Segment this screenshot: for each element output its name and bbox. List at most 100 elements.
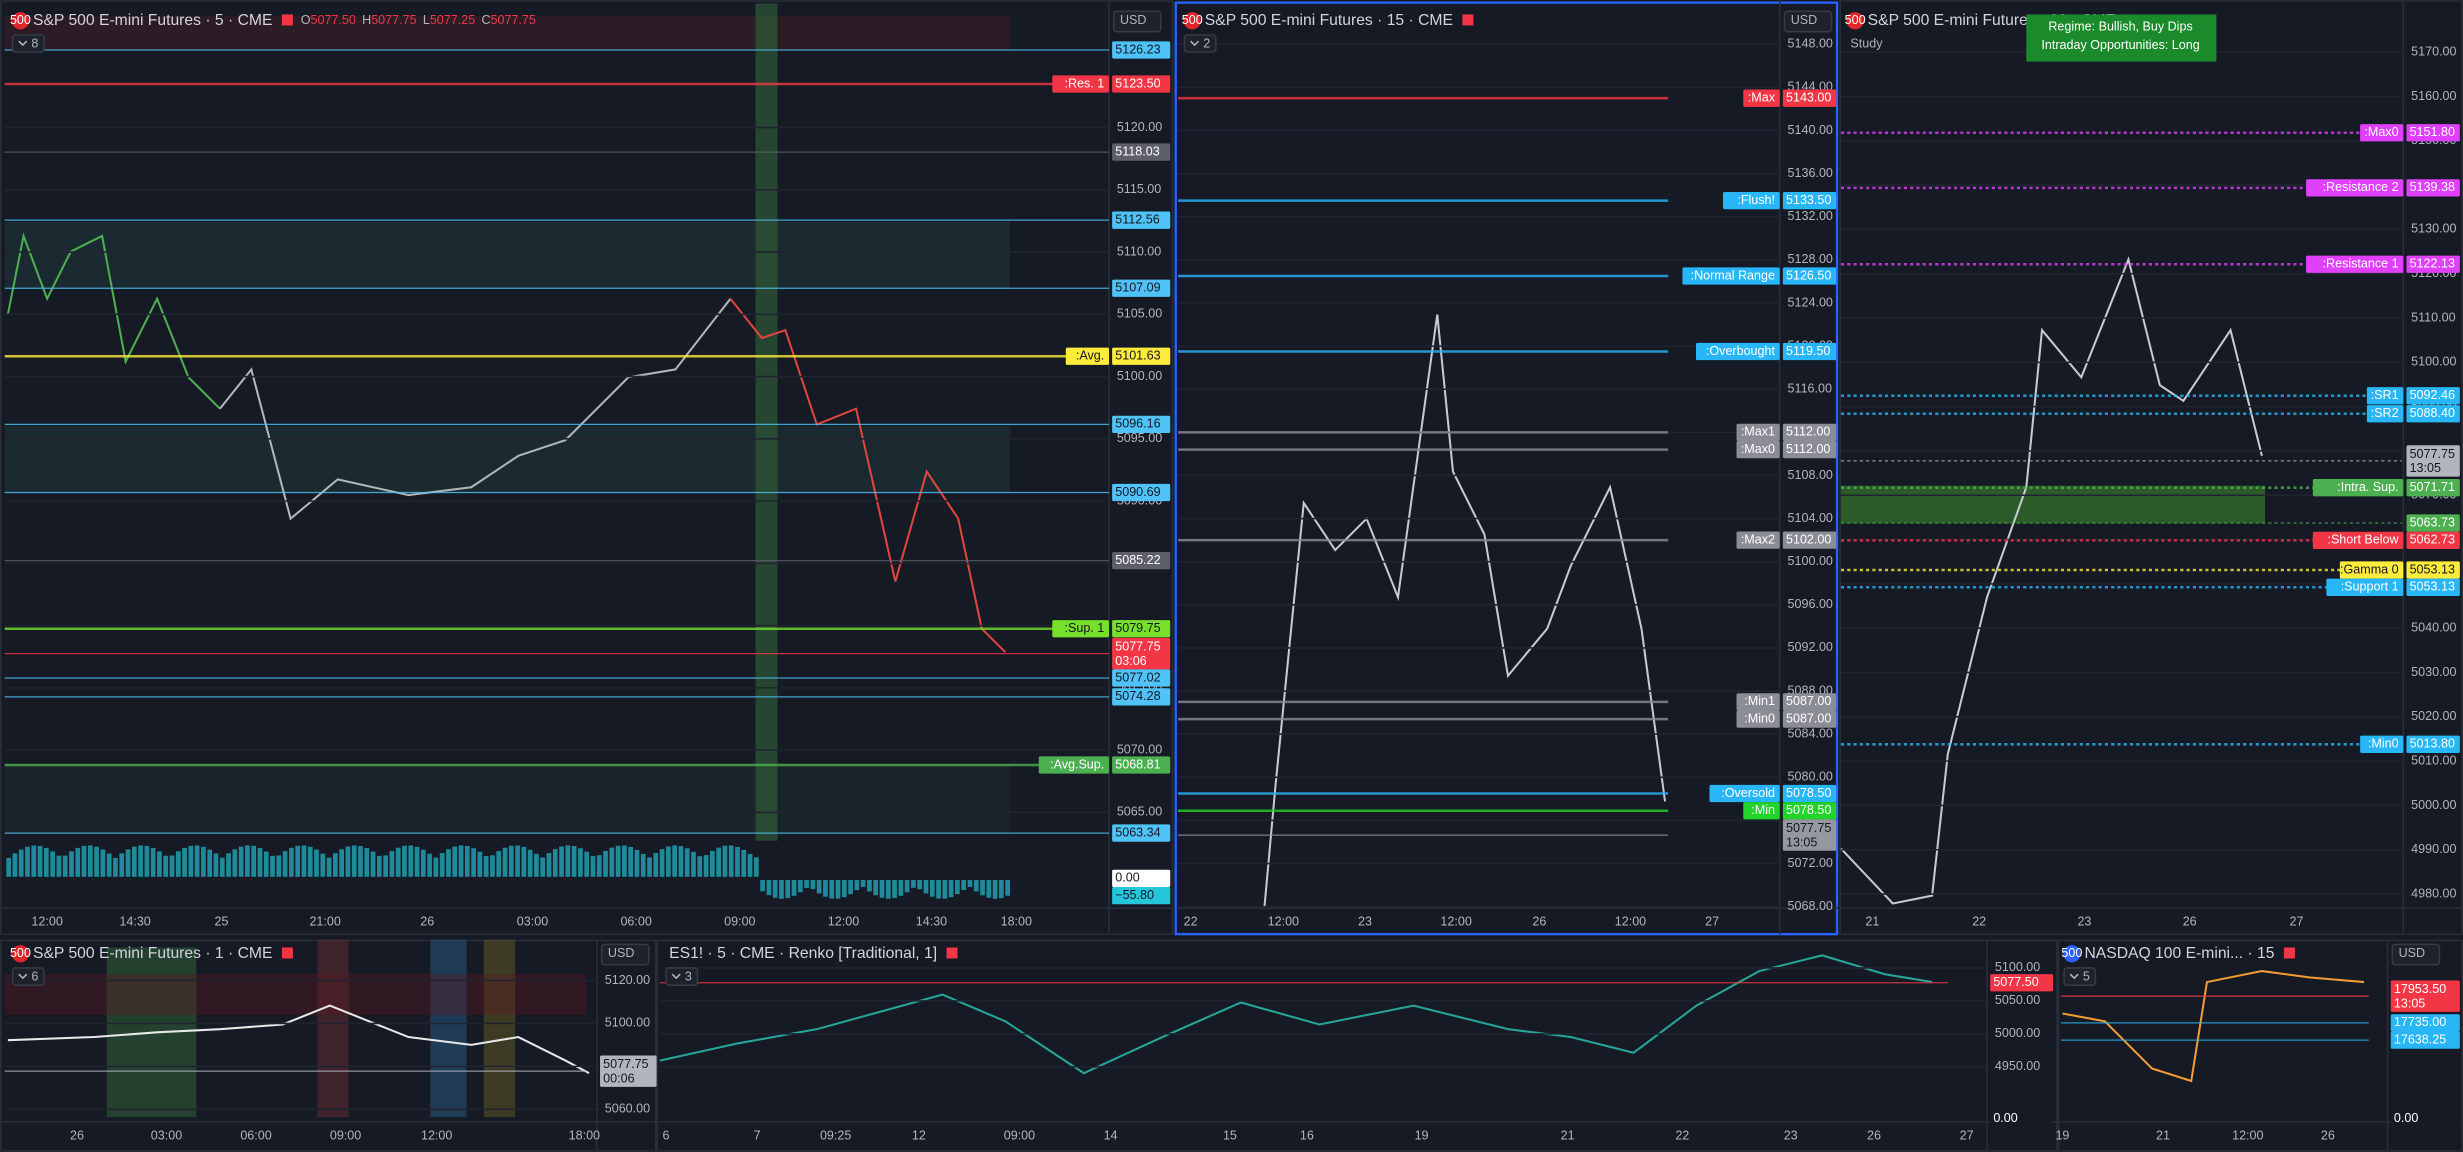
legend-toggle[interactable]	[11, 967, 45, 986]
price-tag-label: 5074.28	[1115, 689, 1160, 703]
panel-title: ES1! · 5 · CME · Renko [Traditional, 1]	[669, 945, 937, 962]
volume-bar	[351, 845, 357, 877]
price-tag-time: 13:05	[1786, 835, 1817, 849]
volume-bar	[307, 846, 313, 877]
volume-bar	[245, 845, 250, 877]
volume-bar	[263, 851, 269, 877]
price-tag	[1112, 869, 1171, 888]
price-tag-label: 5118.03	[1115, 144, 1159, 158]
price-tag	[1112, 415, 1171, 434]
legend-toggle[interactable]	[11, 34, 45, 53]
time-label: 14:30	[916, 915, 947, 929]
regime-box	[2026, 14, 2217, 62]
legend-toggle[interactable]	[2063, 967, 2097, 986]
regime-line: Intraday Opportunities: Long	[2041, 38, 2199, 52]
price-tag-label: 0.00	[2394, 1111, 2418, 1125]
time-label: 21	[2156, 1128, 2170, 1142]
price-tick-label: 4980.00	[2411, 886, 2456, 900]
price-tag	[2406, 578, 2460, 596]
level-name-tag	[1736, 710, 1780, 728]
time-label: 22	[1184, 915, 1198, 929]
price-tick-label: 5116.00	[1788, 382, 1832, 396]
price-tag	[1112, 41, 1171, 59]
price-tag	[1112, 669, 1171, 687]
price-tag	[1782, 710, 1837, 728]
volume-bar	[326, 857, 332, 877]
level-name: :Short Below	[2327, 533, 2399, 547]
currency-box[interactable]	[1112, 10, 1162, 33]
ohlc-key: C	[481, 13, 490, 27]
volume-bar	[622, 845, 627, 877]
price-tag-label: 17638.25	[2394, 1032, 2446, 1046]
ohlc-value: 5077.75	[371, 13, 416, 27]
volume-bar	[94, 846, 99, 877]
volume-bar	[100, 849, 106, 877]
level-name: :Max0	[1741, 442, 1775, 456]
volume-bar	[56, 855, 62, 877]
level-name-tag	[1052, 620, 1109, 638]
legend-count: 6	[31, 970, 38, 984]
price-tag-label: 5112.56	[1115, 212, 1159, 226]
chevron	[2069, 973, 2079, 980]
legend-toggle[interactable]	[1183, 34, 1217, 53]
volume-bar	[697, 856, 703, 877]
volume-bar	[999, 879, 1004, 899]
price-tag	[1112, 756, 1171, 774]
price-tick-label: 5124.00	[1788, 295, 1833, 309]
volume-bar	[709, 850, 715, 877]
volume-bar	[860, 879, 866, 887]
level-name: :Resistance 1	[2323, 257, 2399, 271]
time-label: 25	[214, 915, 228, 929]
price-tick-label: 5080.00	[1788, 770, 1833, 784]
symbol-badge	[1846, 12, 1864, 30]
volume-bar	[232, 849, 238, 877]
price-tick-label: 5050.00	[1995, 993, 2040, 1007]
volume-bar	[408, 845, 414, 877]
symbol-badge-label: 500	[1182, 13, 1203, 27]
level-name: :Overbought	[1706, 344, 1776, 358]
price-tag	[1112, 620, 1171, 638]
time-label: 26	[1867, 1128, 1881, 1142]
time-label: 14:30	[119, 915, 150, 929]
currency-box[interactable]	[600, 943, 650, 966]
price-tick-label: 5105.00	[1117, 307, 1162, 321]
volume-bar	[873, 879, 879, 896]
price-tag-label: 5112.00	[1786, 425, 1830, 439]
time-label: 06:00	[240, 1128, 271, 1142]
price-tag-time: 00:06	[603, 1071, 634, 1085]
volume-bar	[584, 851, 590, 877]
study-label: Study	[1850, 37, 1883, 51]
price-tag	[1782, 267, 1837, 285]
volume-bar	[684, 848, 690, 877]
level-name-tag	[1682, 267, 1780, 285]
time-label: 12:00	[828, 915, 859, 929]
currency-box[interactable]	[2391, 943, 2441, 966]
level-name: :Max2	[1741, 532, 1775, 546]
price-tick-label: 5110.00	[1117, 244, 1161, 258]
regime-line: Regime: Bullish, Buy Dips	[2048, 19, 2192, 33]
volume-bar	[728, 845, 734, 877]
volume-bar	[565, 845, 571, 877]
symbol-badge-label: 500	[2061, 946, 2082, 960]
symbol-badge	[11, 12, 30, 30]
volume-bar	[992, 879, 998, 899]
volume-bar	[257, 848, 263, 877]
price-tick-label: 5100.00	[2411, 355, 2456, 369]
price-tick-label: 5000.00	[1995, 1026, 2040, 1040]
volume-bar	[810, 879, 816, 890]
time-label: 03:00	[151, 1128, 182, 1142]
price-tag-label: 5119.50	[1786, 344, 1830, 358]
level-name: :Res. 1	[1065, 76, 1105, 90]
price-tag-label: 5013.80	[2410, 737, 2455, 751]
volume-bar	[213, 853, 219, 877]
currency-box[interactable]	[1783, 10, 1833, 33]
volume-bar	[6, 857, 11, 877]
legend-toggle[interactable]	[665, 967, 699, 986]
volume-bar	[157, 851, 162, 877]
price-tag	[1782, 342, 1837, 361]
price-tag-label: 5122.13	[2410, 257, 2455, 271]
price-tag-time: 13:05	[2410, 461, 2441, 475]
price-tick-label: 5095.00	[1117, 431, 1162, 445]
price-tag-label: 5096.16	[1115, 417, 1160, 431]
level-name: :Min0	[2368, 737, 2399, 751]
